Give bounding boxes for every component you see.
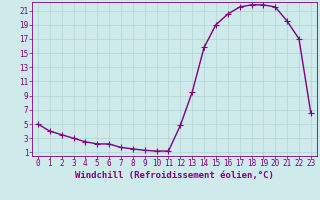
X-axis label: Windchill (Refroidissement éolien,°C): Windchill (Refroidissement éolien,°C) [75, 171, 274, 180]
